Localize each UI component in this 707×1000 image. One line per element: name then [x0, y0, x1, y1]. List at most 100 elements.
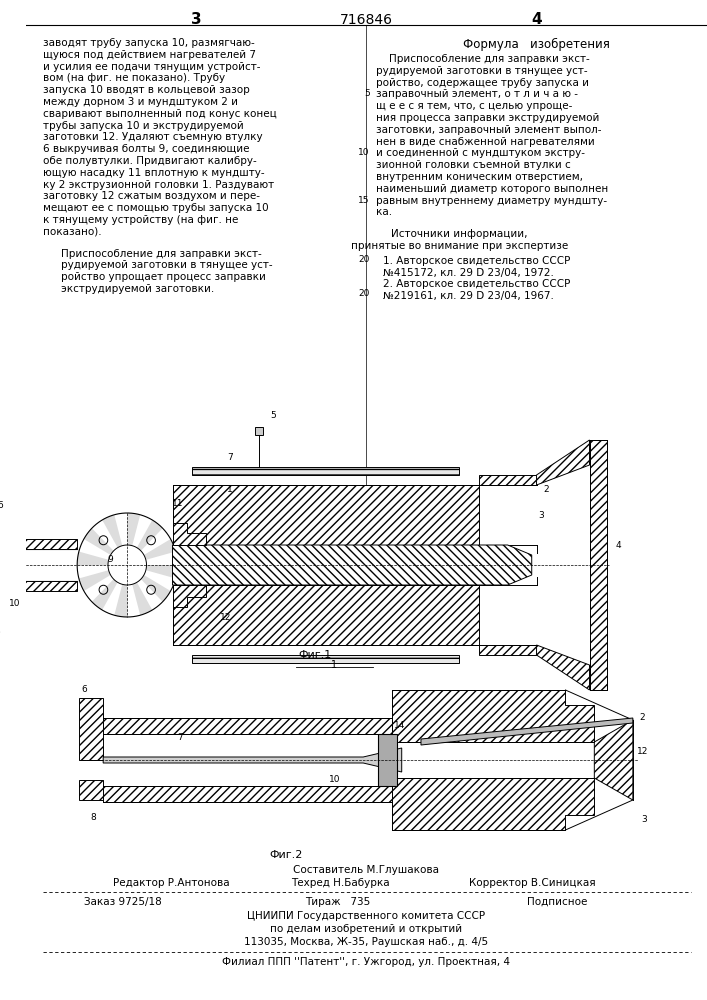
- Polygon shape: [537, 440, 590, 485]
- Text: ройство, содержащее трубу запуска и: ройство, содержащее трубу запуска и: [375, 78, 589, 88]
- Polygon shape: [192, 655, 460, 663]
- Text: Заказ 9725/18: Заказ 9725/18: [84, 897, 162, 907]
- Polygon shape: [127, 513, 140, 546]
- Text: 113035, Москва, Ж-35, Раушская наб., д. 4/5: 113035, Москва, Ж-35, Раушская наб., д. …: [244, 937, 488, 947]
- Text: заготовки, заправочный элемент выпол-: заготовки, заправочный элемент выпол-: [375, 125, 601, 135]
- Text: Фиг.1: Фиг.1: [298, 650, 332, 660]
- Text: щуюся под действием нагревателей 7: щуюся под действием нагревателей 7: [43, 50, 257, 60]
- Text: 20: 20: [358, 255, 370, 264]
- Text: 716846: 716846: [339, 13, 392, 27]
- Text: запуска 10 вводят в кольцевой зазор: запуска 10 вводят в кольцевой зазор: [43, 85, 250, 95]
- Polygon shape: [115, 584, 127, 617]
- Text: показано).: показано).: [43, 227, 102, 237]
- Text: к тянущему устройству (на фиг. не: к тянущему устройству (на фиг. не: [43, 215, 239, 225]
- Text: ющую насадку 11 вплотную к мундшту-: ющую насадку 11 вплотную к мундшту-: [43, 168, 265, 178]
- Polygon shape: [84, 528, 114, 555]
- Text: 11: 11: [172, 498, 183, 508]
- Text: рудируемой заготовки в тянущее уст-: рудируемой заготовки в тянущее уст-: [61, 260, 272, 270]
- Polygon shape: [146, 565, 177, 578]
- Text: вом (на фиг. не показано). Трубу: вом (на фиг. не показано). Трубу: [43, 73, 226, 83]
- Polygon shape: [590, 440, 607, 690]
- Polygon shape: [595, 720, 633, 800]
- Text: ЦНИИПИ Государственного комитета СССР: ЦНИИПИ Государственного комитета СССР: [247, 911, 485, 921]
- Text: 8: 8: [90, 814, 96, 822]
- Text: экструдируемой заготовки.: экструдируемой заготовки.: [61, 284, 214, 294]
- Text: 12: 12: [637, 748, 648, 756]
- Text: 5: 5: [364, 89, 370, 98]
- Text: 2: 2: [640, 714, 645, 722]
- Text: 10: 10: [329, 776, 340, 784]
- Text: 4: 4: [531, 12, 542, 27]
- Polygon shape: [255, 427, 263, 435]
- Polygon shape: [173, 523, 206, 545]
- Text: 15: 15: [358, 196, 370, 205]
- Polygon shape: [392, 690, 595, 742]
- Text: нен в виде снабженной нагревателями: нен в виде снабженной нагревателями: [375, 137, 595, 147]
- Text: наименьший диаметр которого выполнен: наименьший диаметр которого выполнен: [375, 184, 608, 194]
- Polygon shape: [79, 570, 110, 591]
- Text: щ е е с я тем, что, с целью упроще-: щ е е с я тем, что, с целью упроще-: [375, 101, 572, 111]
- Polygon shape: [92, 579, 117, 610]
- Text: 7: 7: [228, 452, 233, 462]
- Polygon shape: [24, 581, 77, 591]
- Text: обе полувтулки. Придвигают калибру-: обе полувтулки. Придвигают калибру-: [43, 156, 257, 166]
- Text: 6: 6: [81, 686, 87, 694]
- Text: сваривают выполненный под конус конец: сваривают выполненный под конус конец: [43, 109, 277, 119]
- Text: 6: 6: [0, 500, 3, 510]
- Text: принятые во внимание при экспертизе: принятые во внимание при экспертизе: [351, 241, 568, 251]
- Text: 3: 3: [641, 816, 648, 824]
- Polygon shape: [24, 539, 77, 549]
- Text: внутренним коническим отверстием,: внутренним коническим отверстием,: [375, 172, 583, 182]
- Text: 6 выкручивая болты 9, соединяющие: 6 выкручивая болты 9, соединяющие: [43, 144, 250, 154]
- Text: №219161, кл. 29 D 23/04, 1967.: №219161, кл. 29 D 23/04, 1967.: [383, 291, 554, 301]
- Polygon shape: [132, 582, 152, 615]
- Text: ройство упрощает процесс заправки: ройство упрощает процесс заправки: [61, 272, 266, 282]
- Polygon shape: [103, 515, 122, 548]
- Polygon shape: [79, 780, 103, 800]
- Polygon shape: [137, 520, 163, 551]
- Text: Корректор В.Синицкая: Корректор В.Синицкая: [469, 878, 596, 888]
- Text: 1: 1: [332, 660, 337, 670]
- Polygon shape: [537, 645, 590, 690]
- Text: заготовку 12 сжатым воздухом и пере-: заготовку 12 сжатым воздухом и пере-: [43, 191, 260, 201]
- Polygon shape: [141, 575, 170, 602]
- Text: ния процесса заправки экструдируемой: ния процесса заправки экструдируемой: [375, 113, 599, 123]
- Polygon shape: [173, 585, 206, 607]
- Polygon shape: [79, 698, 103, 760]
- Polygon shape: [192, 467, 460, 475]
- Text: Составитель М.Глушакова: Составитель М.Глушакова: [293, 865, 439, 875]
- Text: №415172, кл. 29 D 23/04, 1972.: №415172, кл. 29 D 23/04, 1972.: [383, 268, 554, 278]
- Text: 10: 10: [8, 598, 21, 607]
- Text: Техред Н.Бабурка: Техред Н.Бабурка: [291, 878, 390, 888]
- Text: заготовки 12. Удаляют съемную втулку: заготовки 12. Удаляют съемную втулку: [43, 132, 263, 142]
- Text: Филиал ППП ''Патент'', г. Ужгород, ул. Проектная, 4: Филиал ППП ''Патент'', г. Ужгород, ул. П…: [222, 957, 510, 967]
- Polygon shape: [378, 734, 397, 786]
- Text: 2: 2: [544, 486, 549, 494]
- Text: 10: 10: [358, 148, 370, 157]
- Text: Источники информации,: Источники информации,: [391, 229, 527, 239]
- Text: 3: 3: [192, 12, 202, 27]
- Text: Формула   изобретения: Формула изобретения: [463, 38, 610, 51]
- Text: 5: 5: [271, 410, 276, 420]
- Text: равным внутреннему диаметру мундшту-: равным внутреннему диаметру мундшту-: [375, 196, 607, 206]
- Text: 7: 7: [177, 734, 183, 742]
- Text: Фиг.2: Фиг.2: [269, 850, 303, 860]
- Text: Приспособление для заправки экст-: Приспособление для заправки экст-: [375, 54, 590, 64]
- Text: заправочный элемент, о т л и ч а ю -: заправочный элемент, о т л и ч а ю -: [375, 89, 578, 99]
- Text: мещают ее с помощью трубы запуска 10: мещают ее с помощью трубы запуска 10: [43, 203, 269, 213]
- Polygon shape: [103, 718, 392, 734]
- Text: рудируемой заготовки в тянущее уст-: рудируемой заготовки в тянущее уст-: [375, 66, 588, 76]
- Polygon shape: [392, 778, 595, 830]
- Polygon shape: [144, 539, 175, 560]
- Text: 20: 20: [358, 289, 370, 298]
- Text: и усилия ее подачи тянущим устройст-: и усилия ее подачи тянущим устройст-: [43, 62, 261, 72]
- Text: 1: 1: [228, 486, 233, 494]
- Text: трубы запуска 10 и экструдируемой: трубы запуска 10 и экструдируемой: [43, 121, 244, 131]
- Polygon shape: [103, 748, 402, 772]
- Text: 14: 14: [394, 722, 406, 730]
- Text: Приспособление для заправки экст-: Приспособление для заправки экст-: [61, 249, 262, 259]
- Polygon shape: [173, 475, 537, 545]
- Text: 12: 12: [220, 612, 231, 621]
- Text: ку 2 экструзионной головки 1. Раздувают: ку 2 экструзионной головки 1. Раздувают: [43, 180, 274, 190]
- Polygon shape: [103, 786, 392, 802]
